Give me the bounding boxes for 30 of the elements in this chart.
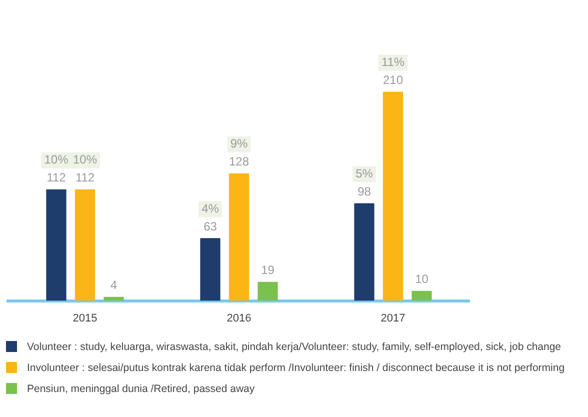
annotation: 4% bbox=[202, 201, 220, 216]
bar bbox=[412, 290, 432, 301]
data-label: 10 bbox=[415, 272, 429, 286]
data-label: 4 bbox=[110, 278, 118, 292]
bar bbox=[382, 92, 404, 301]
bar bbox=[46, 189, 66, 301]
bar bbox=[228, 173, 250, 301]
data-label: 98 bbox=[358, 184, 372, 199]
legend-label: Volunteer : study, keluarga, wiraswasta, sakit, pindah kerja/Volunteer: study, family, self-employed, sick, job change bbox=[27, 340, 562, 352]
x-tick-label: 2015 bbox=[72, 312, 98, 324]
data-label: 63 bbox=[204, 219, 218, 234]
bar bbox=[200, 238, 220, 301]
text: 11% bbox=[381, 55, 405, 70]
annotation: 10% bbox=[44, 152, 69, 167]
data-label: 112 bbox=[75, 170, 95, 185]
legend-label: Pensiun, meninggal dunia /Retired, passed away bbox=[27, 382, 255, 394]
data-label: 128 bbox=[228, 154, 250, 169]
data-label: 19 bbox=[261, 263, 275, 278]
bar bbox=[258, 282, 278, 301]
bar bbox=[354, 203, 374, 301]
data-label: 210 bbox=[382, 73, 404, 88]
annotation: 9% bbox=[230, 136, 248, 151]
data-label: 112 bbox=[46, 170, 66, 185]
annotation: 10% bbox=[72, 152, 98, 167]
annotation: 5% bbox=[356, 166, 374, 181]
x-tick-label: 2016 bbox=[226, 312, 252, 324]
legend-label: Involunteer : selesai/putus kontrak karena tidak perform /Involunteer: finish / disconnect because it is not performing bbox=[27, 362, 565, 374]
bar bbox=[104, 296, 124, 301]
x-tick-label: 2017 bbox=[380, 312, 406, 324]
bar bbox=[74, 189, 96, 301]
